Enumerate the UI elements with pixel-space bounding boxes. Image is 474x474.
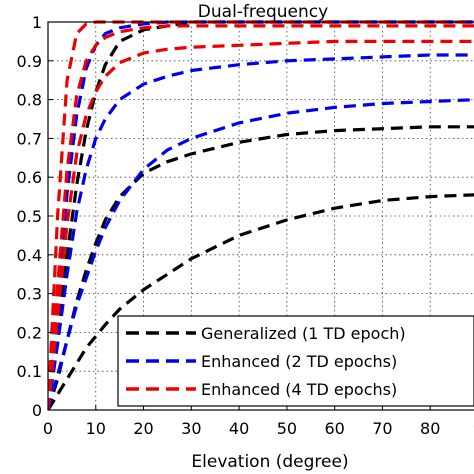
y-tick-label: 0.3 <box>17 285 42 304</box>
y-tick-label: 0.2 <box>17 323 42 342</box>
y-tick-label: 0.5 <box>17 207 42 226</box>
y-tick-label: 1 <box>32 13 42 32</box>
series-line-8 <box>48 24 474 410</box>
legend: Generalized (1 TD epoch) Enhanced (2 TD e… <box>117 315 474 407</box>
legend-label: Enhanced (4 TD epochs) <box>201 380 397 399</box>
x-tick-label: 50 <box>277 419 297 438</box>
y-tick-label: 0.9 <box>17 52 42 71</box>
x-tick-label: 10 <box>86 419 106 438</box>
x-tick-label: 80 <box>420 419 440 438</box>
x-axis-label: Elevation (degree) <box>191 452 348 472</box>
series-line-5 <box>48 53 474 410</box>
legend-label: Enhanced (2 TD epochs) <box>201 352 397 371</box>
y-tick-label: 0.4 <box>17 246 42 265</box>
series-line-3 <box>48 193 474 410</box>
axis-ticks: 01020304050607080900.10.20.30.40.50.60.7… <box>17 13 474 438</box>
legend-label: Generalized (1 TD epoch) <box>201 324 406 343</box>
x-tick-label: 0 <box>43 419 53 438</box>
x-tick-label: 30 <box>181 419 201 438</box>
y-tick-label: 0.8 <box>17 91 42 110</box>
x-tick-label: 60 <box>324 419 344 438</box>
chart-title: Dual-frequency <box>198 2 328 22</box>
grid <box>48 22 474 410</box>
y-tick-label: 0 <box>32 401 42 420</box>
y-tick-label: 0.7 <box>17 129 42 148</box>
y-tick-label: 0.1 <box>17 362 42 381</box>
y-tick-label: 0.6 <box>17 168 42 187</box>
x-tick-label: 40 <box>229 419 249 438</box>
series-line-6 <box>48 98 474 410</box>
x-tick-label: 9 <box>473 419 474 438</box>
x-tick-label: 20 <box>133 419 153 438</box>
x-tick-label: 70 <box>372 419 392 438</box>
series-line-9 <box>48 39 474 410</box>
